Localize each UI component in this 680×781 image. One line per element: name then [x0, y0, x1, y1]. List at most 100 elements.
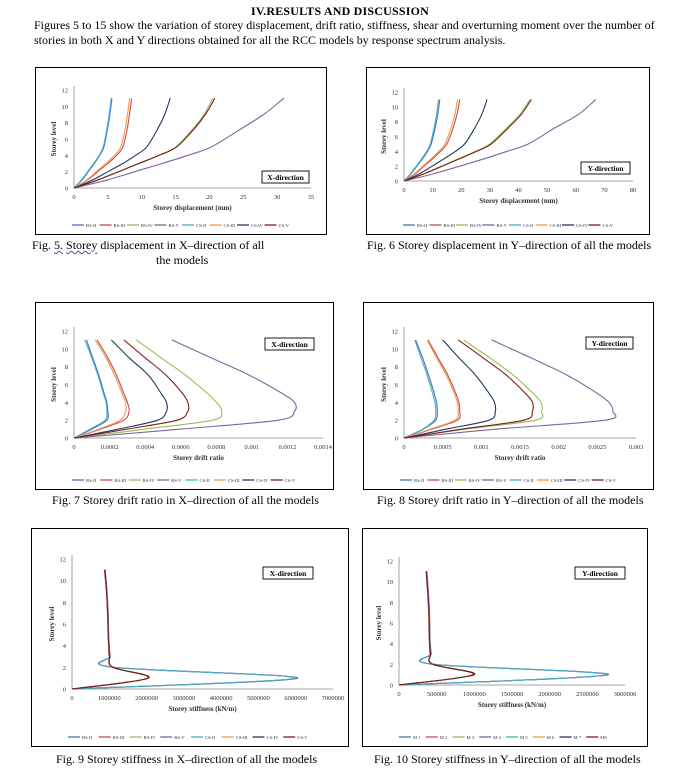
figure-5-caption-rest: displacement in X–direction of all	[97, 238, 265, 252]
direction-label: X-direction	[267, 173, 304, 182]
x-tick-label: 2000000	[538, 691, 561, 698]
y-tick-label: 4	[395, 149, 399, 156]
y-tick-label: 10	[62, 104, 69, 111]
legend-label: CS-III	[224, 223, 236, 228]
figure-7-chart: 0 0.0002 0.0004 0.0006 0.0008 0.001 0.0012 0.00…	[35, 302, 334, 490]
y-tick-label: 0	[65, 186, 68, 193]
series-line-cs-v	[403, 339, 534, 439]
figure-5-caption-line2: the models	[156, 253, 209, 267]
y-tick-label: 12	[392, 329, 399, 336]
x-tick-label: 40	[515, 187, 522, 194]
figure-5-caption: Fig. 5. Storey displacement in X–directi…	[32, 238, 332, 268]
figure-8-chart: 0 0.0005 0.001 0.0015 0.002 0.0025 0.003 0 2 4 6 8 1…	[363, 302, 654, 490]
legend-label: M 3	[467, 735, 475, 740]
series-line-rs-v	[403, 339, 617, 439]
x-tick-label: 0	[397, 691, 400, 698]
x-tick-label: 20	[458, 187, 465, 194]
y-tick-label: 4	[395, 400, 399, 407]
figure-5-caption-number: 5.	[54, 238, 64, 252]
series-line-rs-v	[403, 98, 597, 182]
y-tick-label: 2	[390, 662, 393, 669]
y-axis-title: Storey level	[380, 119, 388, 154]
legend-label: RS-II	[86, 478, 97, 483]
x-tick-label: 2000000	[135, 695, 158, 702]
legend-label: M8	[600, 735, 607, 740]
x-tick-label: 0.002	[551, 444, 566, 451]
series-line-cs-ii	[403, 339, 437, 439]
y-axis-title: Storey level	[380, 367, 388, 402]
figure-5-chart: 0 5 10 15 20 25 30 35 0 2 4 6 8 10 12 Storey displaceme…	[35, 67, 327, 235]
x-tick-label: 25	[240, 194, 247, 201]
direction-label-box	[261, 170, 310, 184]
series-line-cs-v	[73, 97, 216, 189]
series-line-cs-iv	[73, 98, 171, 189]
x-tick-label: 0.0015	[511, 444, 529, 451]
y-tick-label: 8	[65, 364, 68, 371]
legend-label: RS-IV	[470, 223, 483, 228]
figure-8-caption: Fig. 8 Storey drift ratio in Y–direction…	[377, 493, 644, 507]
y-axis-title: Storey level	[50, 122, 58, 157]
legend-label: CS-II	[196, 223, 207, 228]
x-tick-label: 1000000	[98, 695, 121, 702]
series-line-rs-v	[73, 339, 297, 439]
legend-label: CS-III	[551, 478, 563, 483]
series-line-rs-ii	[73, 339, 109, 439]
series-line-m6	[398, 571, 474, 686]
y-tick-label: 2	[65, 169, 68, 176]
y-tick-label: 6	[395, 134, 399, 141]
series-line-rs-iii	[71, 569, 149, 690]
legend-label: RS-III	[441, 478, 453, 483]
direction-label-box	[262, 566, 314, 580]
x-axis-title: Storey displacement (mm)	[479, 197, 558, 205]
legend-label: CS-IV	[251, 223, 264, 228]
legend-label: RS-V	[174, 735, 185, 740]
y-tick-label: 4	[65, 400, 69, 407]
figure-7-caption: Fig. 7 Storey drift ratio in X–direction…	[52, 493, 319, 507]
x-tick-label: 50	[544, 187, 551, 194]
x-tick-label: 5000000	[247, 695, 270, 702]
y-tick-label: 0	[65, 436, 68, 443]
y-tick-label: 0	[395, 436, 398, 443]
figure-5-caption-word: Storey	[66, 238, 98, 252]
y-tick-label: 10	[387, 579, 394, 586]
y-axis-title: Storey level	[48, 607, 56, 642]
y-tick-label: 10	[62, 346, 69, 353]
series-line-cs-iii	[73, 339, 127, 439]
y-tick-label: 6	[390, 621, 394, 628]
legend-label: CS-IV	[576, 223, 589, 228]
series-line-cs-ii	[73, 339, 108, 439]
legend-label: M 4	[493, 735, 501, 740]
series-line-cs-v	[403, 99, 532, 182]
direction-label: Y-direction	[582, 569, 619, 578]
x-tick-label: 70	[601, 187, 608, 194]
series-line-cs-ii	[403, 99, 439, 182]
y-tick-label: 6	[65, 137, 69, 144]
x-tick-label: 1500000	[501, 691, 524, 698]
direction-label: X-direction	[270, 569, 307, 578]
legend-label: CS-IV	[256, 478, 269, 483]
x-tick-label: 0	[72, 444, 75, 451]
y-tick-label: 2	[63, 665, 66, 672]
legend-label: RS-III	[113, 735, 125, 740]
legend-label: RS-V	[497, 223, 508, 228]
x-tick-label: 0.0014	[314, 444, 333, 451]
legend-label: M 7	[574, 735, 582, 740]
y-tick-label: 4	[390, 641, 394, 648]
x-tick-label: 30	[487, 187, 494, 194]
x-tick-label: 0.0002	[101, 444, 119, 451]
y-tick-label: 4	[63, 643, 67, 650]
direction-label-box	[574, 566, 626, 580]
series-line-cs-iv	[403, 339, 497, 439]
legend-label: CS-II	[524, 478, 535, 483]
series-line-rs-iii	[403, 99, 461, 182]
legend-label: CS-II	[205, 735, 216, 740]
legend-label: RS-V	[496, 478, 507, 483]
figure-9-caption: Fig. 9 Storey stiffness in X–direction o…	[56, 752, 318, 766]
x-tick-label: 0.0004	[136, 444, 155, 451]
x-tick-label: 3000000	[172, 695, 195, 702]
x-tick-label: 0.001	[474, 444, 489, 451]
series-line-rs-iii	[73, 339, 130, 439]
fig9-svg: 0 1000000 2000000 3000000 4000000 5000000 6000…	[48, 555, 344, 740]
y-tick-label: 6	[395, 382, 399, 389]
x-tick-label: 35	[308, 194, 315, 201]
